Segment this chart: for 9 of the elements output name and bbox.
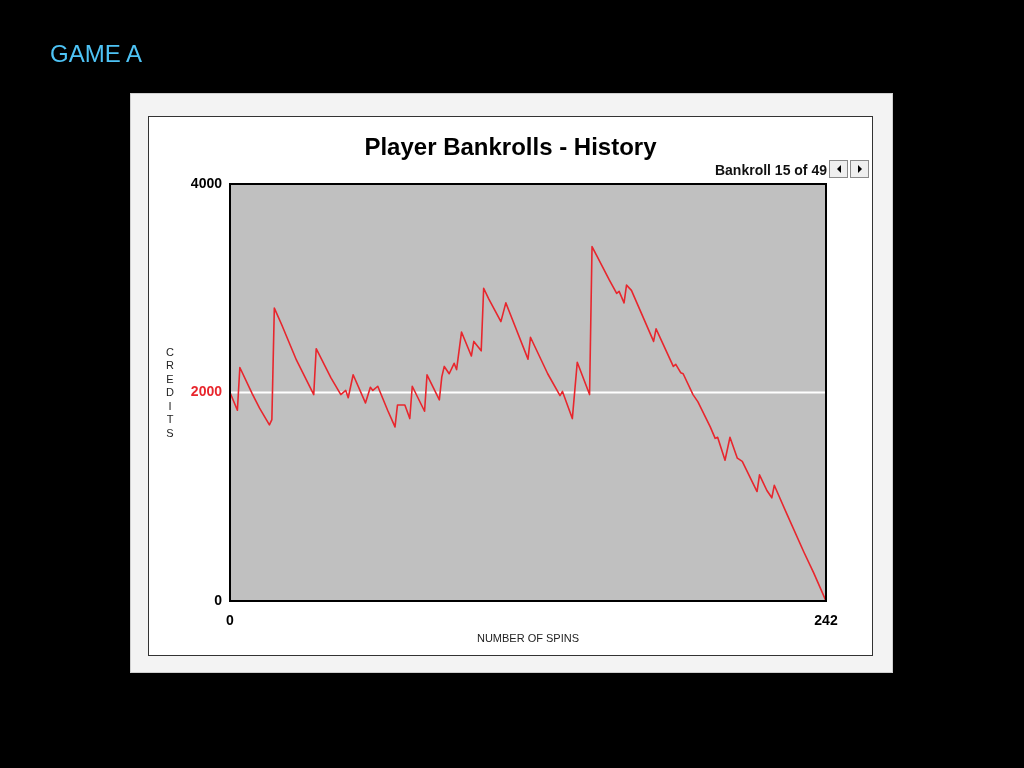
text: GAME A xyxy=(50,39,143,69)
y-axis-title: CREDITS xyxy=(164,345,176,440)
chart-title: Player Bankrolls - History xyxy=(364,132,658,160)
x-tick-label: 242 xyxy=(814,612,838,629)
y-tick-label: 2000 xyxy=(190,383,223,400)
text: Bankroll 15 of 49 xyxy=(714,161,827,179)
y-tick-label: 0 xyxy=(214,591,223,608)
y-tick-label: 4000 xyxy=(190,174,223,191)
x-axis-title: NUMBER OF SPINS xyxy=(476,632,580,645)
